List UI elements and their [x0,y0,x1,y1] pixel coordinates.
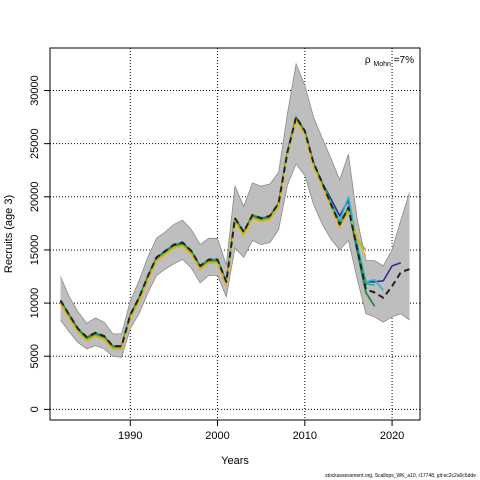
rho-subscript: Mohn [373,61,391,68]
grid-lines [50,48,420,420]
y-tick-label-3: 15000 [29,235,41,266]
y-axis-title: Recruits (age 3) [3,195,15,273]
rho-symbol: ρ [365,55,371,66]
plot-frame [49,47,421,421]
mohn-rho-annotation: ρ Mohn =7% [365,55,414,69]
x-tick-label-2: 2010 [293,430,317,442]
axes: 1990 2000 2010 2020 0 5000 10000 15000 20000 2500… [29,75,404,442]
x-tick-label-3: 2020 [380,430,404,442]
x-tick-label-0: 1990 [118,430,142,442]
y-tick-label-6: 30000 [29,75,41,106]
band-upper-edge [60,62,410,335]
series-line-6 [59,116,410,348]
series-line-5 [59,120,367,350]
y-tick-label-5: 25000 [29,128,41,159]
x-axis-title: Years [221,455,249,467]
band-lower-edge [60,163,410,358]
y-tick-label-0: 0 [29,406,41,412]
y-tick-label-2: 10000 [29,288,41,319]
x-tick-label-1: 2000 [205,430,229,442]
y-tick-label-4: 20000 [29,182,41,213]
series-lines [59,116,410,350]
confidence-band [60,62,410,358]
y-tick-label-1: 5000 [29,344,41,368]
confidence-band-area [60,63,410,358]
source-footer: stockassessment.org, Scallops_WK_a10, r1… [325,473,476,479]
rho-value: =7% [394,55,414,66]
